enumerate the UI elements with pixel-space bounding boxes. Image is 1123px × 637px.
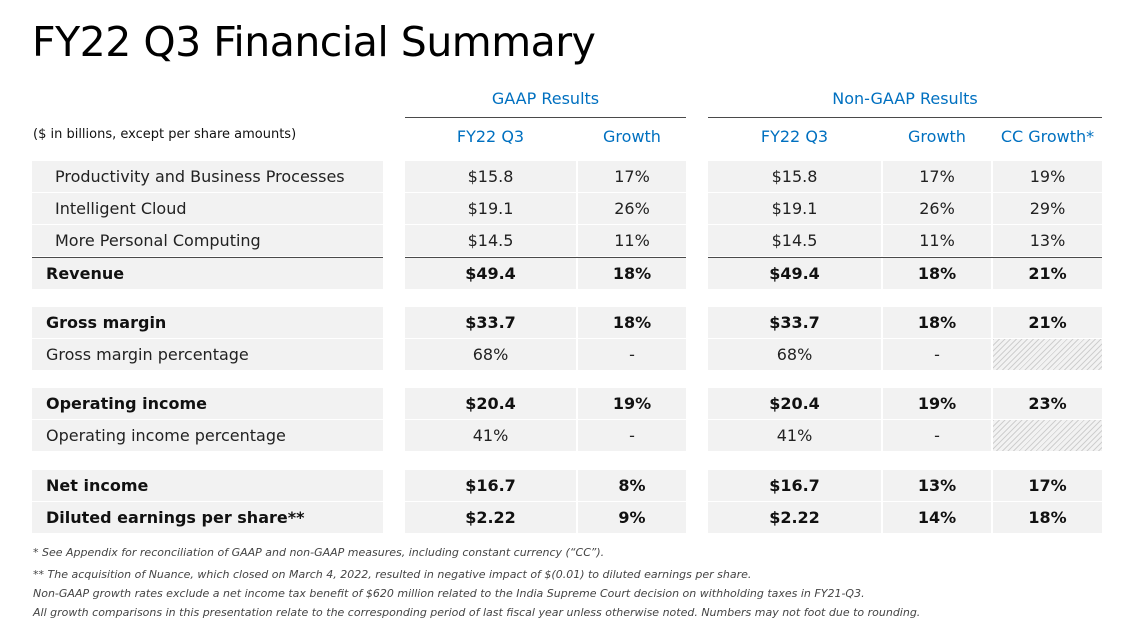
cell-gaap-fy22q3: $20.4 [405,388,576,419]
cell-cc-growth: 17% [993,470,1102,501]
cell-nongaap-growth: 18% [883,307,991,338]
cell-gaap-fy22q3: $49.4 [405,258,576,289]
cell-nongaap-growth: - [883,339,991,370]
cell-nongaap-fy22q3: $20.4 [708,388,881,419]
cell-gaap-growth: 9% [578,502,686,533]
cell-cc-growth: 21% [993,258,1102,289]
row-label: Intelligent Cloud [32,193,383,224]
col-header-nongaap-fy22q3: FY22 Q3 [760,127,829,146]
cell-gaap-fy22q3: 41% [405,420,576,451]
cell-cc-growth [993,339,1102,370]
cell-nongaap-growth: 11% [883,225,991,256]
cell-gaap-growth: 18% [578,307,686,338]
col-header-nongaap-growth: Growth [908,127,966,146]
cell-nongaap-growth: 26% [883,193,991,224]
cell-gaap-fy22q3: 68% [405,339,576,370]
revenue-divider [405,257,686,258]
cell-gaap-fy22q3: $33.7 [405,307,576,338]
cell-nongaap-growth: 19% [883,388,991,419]
cell-nongaap-fy22q3: $19.1 [708,193,881,224]
page-title: FY22 Q3 Financial Summary [32,18,596,66]
cell-cc-growth [993,420,1102,451]
row-label: Gross margin [32,307,383,338]
cell-gaap-growth: 17% [578,161,686,192]
row-label: Net income [32,470,383,501]
row-label: Operating income percentage [32,420,383,451]
revenue-divider [708,257,1102,258]
cell-gaap-fy22q3: $16.7 [405,470,576,501]
row-label: Gross margin percentage [32,339,383,370]
cell-gaap-growth: - [578,420,686,451]
cell-nongaap-fy22q3: $2.22 [708,502,881,533]
cell-nongaap-fy22q3: 68% [708,339,881,370]
row-label: Productivity and Business Processes [32,161,383,192]
gaap-results-header: GAAP Results [405,89,686,118]
cell-gaap-fy22q3: $2.22 [405,502,576,533]
cell-gaap-fy22q3: $14.5 [405,225,576,256]
cell-nongaap-growth: 13% [883,470,991,501]
footnote-2: ** The acquisition of Nuance, which clos… [33,568,752,581]
row-label: More Personal Computing [32,225,383,256]
cell-nongaap-fy22q3: $33.7 [708,307,881,338]
cell-nongaap-fy22q3: $16.7 [708,470,881,501]
row-label: Operating income [32,388,383,419]
cell-cc-growth: 18% [993,502,1102,533]
cell-gaap-growth: 18% [578,258,686,289]
revenue-divider [32,257,383,258]
cell-cc-growth: 19% [993,161,1102,192]
cell-nongaap-fy22q3: $15.8 [708,161,881,192]
cell-nongaap-growth: 17% [883,161,991,192]
col-header-cc-growth: CC Growth* [1000,127,1095,146]
cell-nongaap-fy22q3: 41% [708,420,881,451]
col-header-gaap-growth: Growth [603,127,661,146]
cell-nongaap-growth: 18% [883,258,991,289]
non-gaap-results-header: Non-GAAP Results [708,89,1102,118]
cell-gaap-growth: 19% [578,388,686,419]
cell-gaap-growth: 11% [578,225,686,256]
footnote-4: All growth comparisons in this presentat… [33,606,921,619]
cell-nongaap-growth: - [883,420,991,451]
col-header-gaap-fy22q3: FY22 Q3 [456,127,525,146]
row-label: Diluted earnings per share** [32,502,383,533]
row-label: Revenue [32,258,383,289]
units-note: ($ in billions, except per share amounts… [33,127,297,142]
cell-gaap-growth: 8% [578,470,686,501]
cell-nongaap-growth: 14% [883,502,991,533]
cell-nongaap-fy22q3: $49.4 [708,258,881,289]
cell-cc-growth: 21% [993,307,1102,338]
cell-gaap-fy22q3: $19.1 [405,193,576,224]
cell-gaap-growth: 26% [578,193,686,224]
cell-nongaap-fy22q3: $14.5 [708,225,881,256]
cell-gaap-growth: - [578,339,686,370]
cell-gaap-fy22q3: $15.8 [405,161,576,192]
cell-cc-growth: 13% [993,225,1102,256]
cell-cc-growth: 29% [993,193,1102,224]
footnote-3: Non-GAAP growth rates exclude a net inco… [33,587,865,600]
footnote-1: * See Appendix for reconciliation of GAA… [33,546,605,559]
cell-cc-growth: 23% [993,388,1102,419]
